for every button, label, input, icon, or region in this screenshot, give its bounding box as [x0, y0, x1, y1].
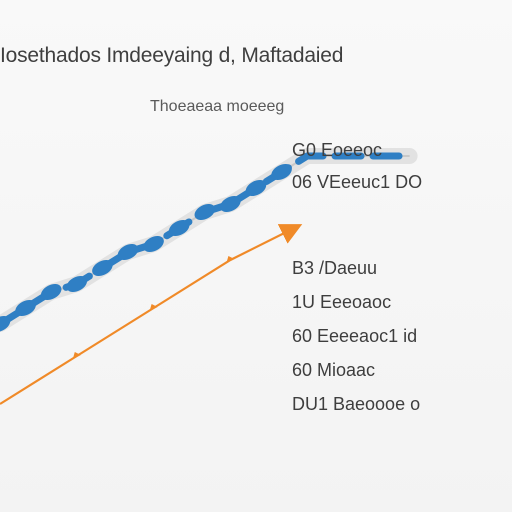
series-0-point-1	[15, 299, 36, 317]
series-1-point-3	[226, 256, 235, 263]
series-0-point-6	[143, 235, 164, 253]
annotation-3: B3 /Daeuu	[292, 258, 378, 278]
annotation-6: 60 Mioaac	[292, 360, 376, 380]
annotation-7: DU1 Baeoooe o	[292, 394, 421, 414]
series-0-point-4	[92, 259, 113, 277]
series-1-point-2	[149, 304, 158, 311]
series-0-point-5	[117, 243, 139, 261]
series-1-point-1	[72, 352, 81, 359]
series-0-point-9	[220, 195, 241, 213]
series-0-point-10	[245, 179, 267, 197]
series-0-point-2	[40, 283, 62, 301]
chart-subtitle: Thoeaeaa moeeeg	[150, 98, 285, 115]
series-0-point-3	[66, 275, 88, 293]
annotation-4: 1U Eeeoaoc	[292, 292, 392, 312]
series-0-point-7	[168, 219, 190, 237]
series-0-point-8	[194, 203, 216, 221]
annotation-1: G0 Eoeeoc	[292, 140, 383, 160]
annotation-2: 06 VEeeuc1 DO	[292, 172, 423, 192]
annotation-5: 60 Eeeeaoc1 id	[292, 326, 418, 346]
series-0-point-0	[0, 315, 11, 333]
series-1-line	[0, 224, 303, 405]
series-0-point-11	[271, 163, 292, 181]
chart-title: Iosethados Imdeeyaing d, Maftadaied	[0, 44, 344, 67]
